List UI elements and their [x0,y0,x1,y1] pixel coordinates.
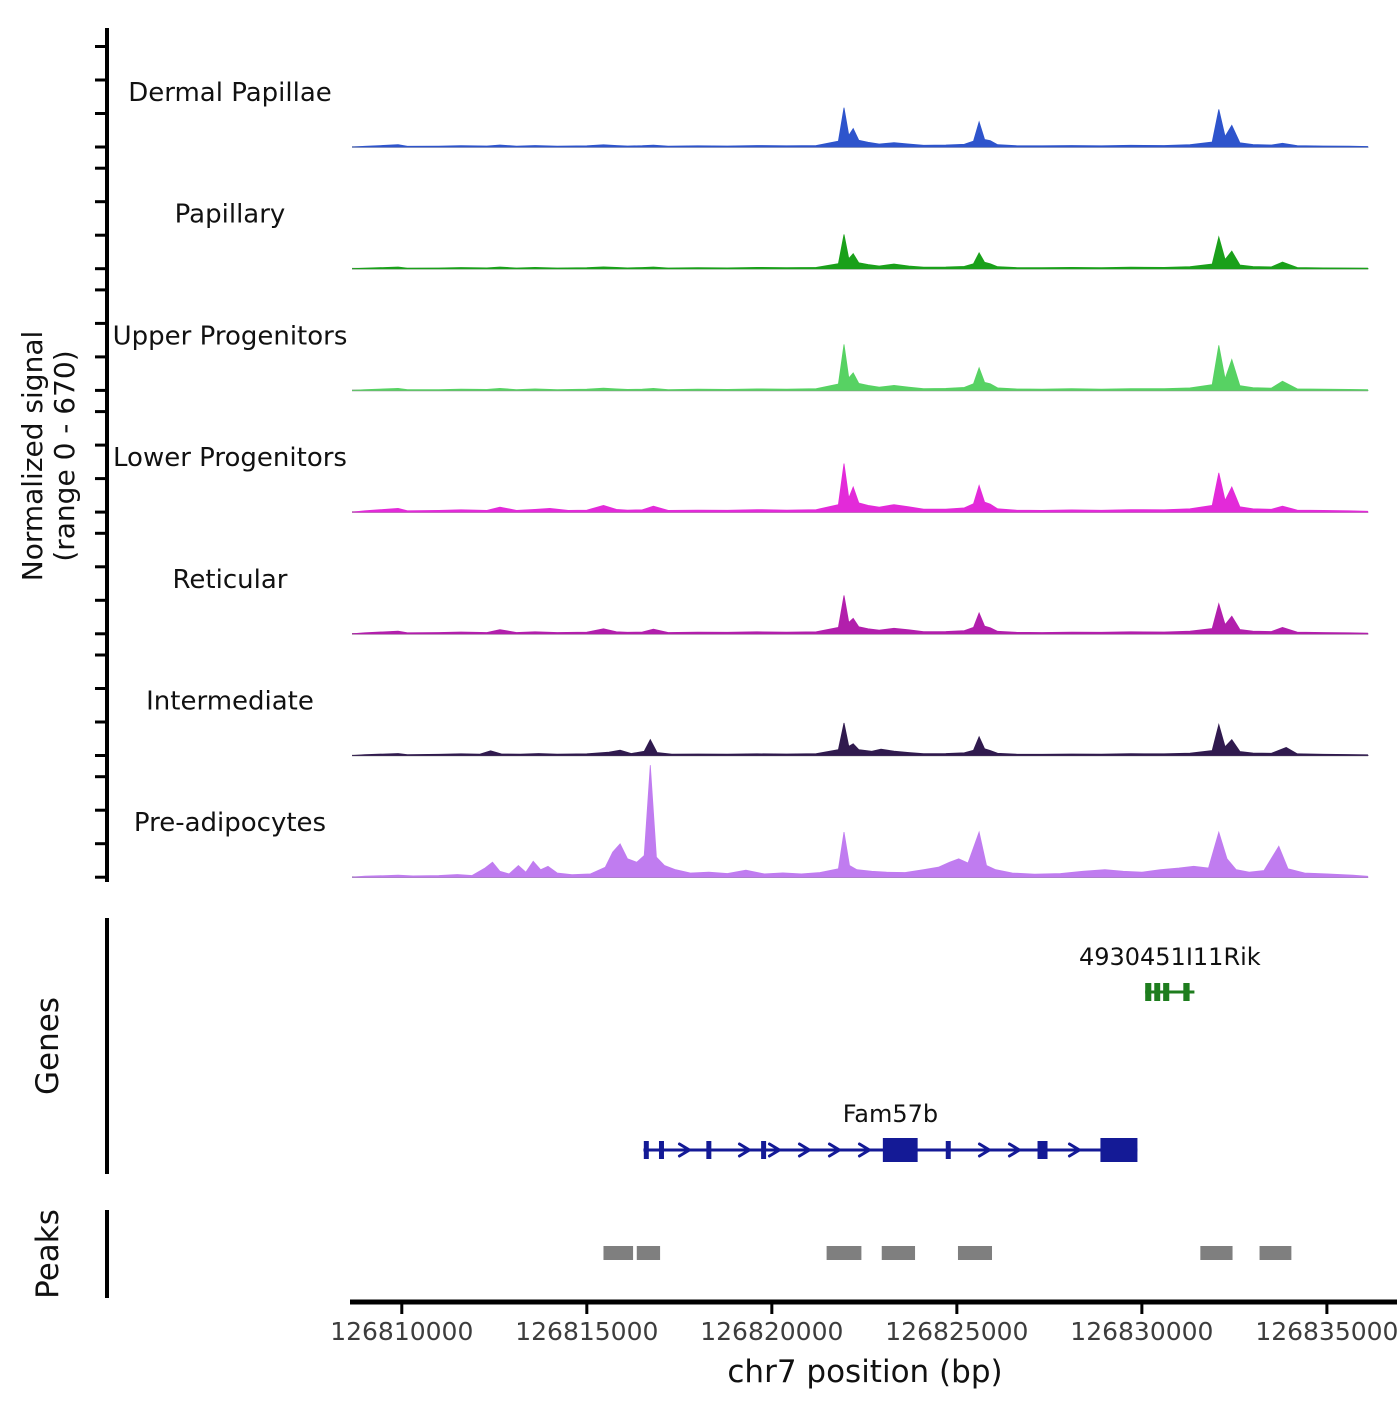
x-axis-tick-label: 126815000 [515,1317,658,1346]
signal-track-area-papillary [351,234,1369,270]
gene-label: Fam57b [843,1100,938,1128]
peak-box [1259,1246,1292,1260]
x-axis-title: chr7 position (bp) [727,1354,1002,1390]
strand-arrow-icon [677,1142,691,1158]
peak-box [881,1246,916,1260]
strand-arrow-icon [1007,1142,1021,1158]
exon-rect [658,1141,664,1159]
track-label: Papillary [175,200,286,230]
exon-rect [1145,983,1152,1001]
x-axis-tick-label: 126810000 [330,1317,473,1346]
y-axis-label-line2: (range 0 - 670) [48,350,81,561]
peak-box [603,1246,634,1260]
strand-arrow-icon [827,1142,841,1158]
exon-rect [761,1141,767,1159]
exon-rect [706,1141,712,1159]
genes-section-label: Genes [30,997,66,1095]
exon-rect [882,1138,918,1162]
exon-rect [643,1141,649,1159]
exon-rect [1100,1138,1138,1162]
track-label: Reticular [173,565,288,595]
exon-rect [1037,1141,1048,1159]
x-axis-tick-label: 126830000 [1070,1317,1213,1346]
exon-rect [1183,983,1190,1001]
gene-label: 4930451I11Rik [1079,943,1261,971]
track-label: Pre-adipocytes [134,808,326,838]
track-label: Upper Progenitors [113,321,348,351]
peak-box [1200,1246,1233,1260]
peak-box [636,1246,661,1260]
track-label: Intermediate [146,687,314,717]
track-label: Lower Progenitors [113,443,347,473]
peak-box [957,1246,993,1260]
y-axis-label-line1: Normalized signal [16,331,49,582]
x-axis-tick-label: 126835000 [1255,1317,1398,1346]
signal-track-area-dermal-papillae [351,107,1369,148]
peaks-section-label: Peaks [30,1209,66,1299]
signal-track-area-reticular [351,595,1369,635]
gene-model-4930451i11rik [1145,983,1195,1001]
strand-arrow-icon [737,1142,751,1158]
strand-arrow-icon [1067,1142,1081,1158]
strand-arrow-icon [857,1142,871,1158]
exon-rect [1154,983,1161,1001]
gene-model-fam57b [643,1138,1138,1162]
signal-track-area-intermediate [351,722,1369,756]
exon-rect [1163,983,1170,1001]
signal-track-area-upper-progenitors [351,344,1369,391]
strand-arrow-icon [767,1142,781,1158]
x-axis-tick-label: 126825000 [885,1317,1028,1346]
track-label: Dermal Papillae [128,78,332,108]
signal-track-area-lower-progenitors [351,463,1369,513]
x-axis-tick-label: 126820000 [700,1317,843,1346]
strand-arrow-icon [797,1142,811,1158]
strand-arrow-icon [977,1142,991,1158]
signal-track-area-pre-adipocytes [351,765,1369,878]
exon-rect [945,1141,951,1159]
peak-box [826,1246,862,1260]
